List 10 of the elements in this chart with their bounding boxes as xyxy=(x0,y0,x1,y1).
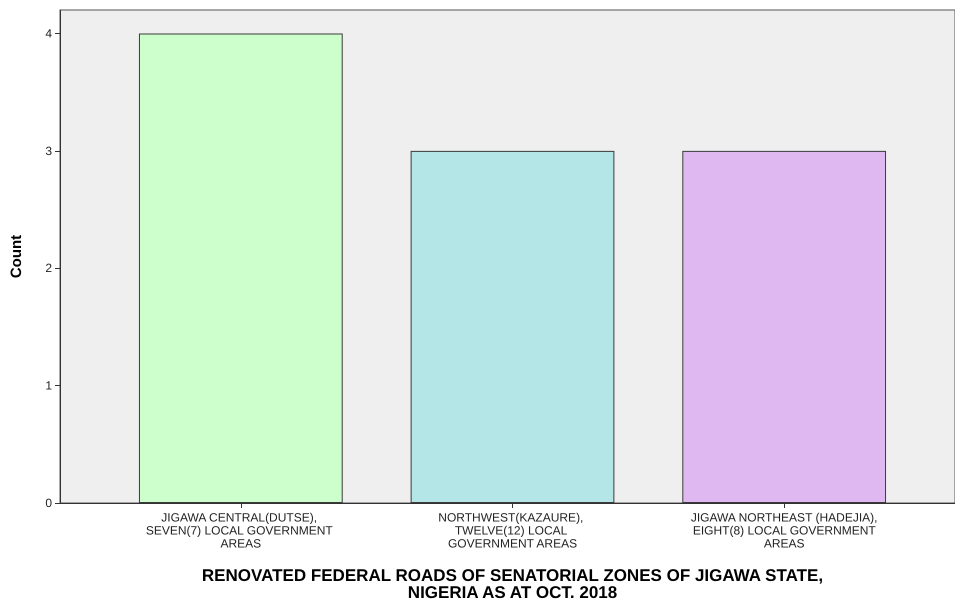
y-tick-label: 2 xyxy=(45,261,52,276)
x-tick-label: NORTHWEST(KAZAURE), TWELVE(12) LOCAL GOVERNMENT AREAS xyxy=(438,510,587,550)
x-tick-label: JIGAWA NORTHEAST (HADEJIA), EIGHT(8) LOCAL GOVERNMENT AREAS xyxy=(689,510,879,550)
x-tick-label: JIGAWA CENTRAL(DUTSE), SEVEN(7) LOCAL GOVERNMENT AREAS xyxy=(146,510,336,550)
y-axis-title: Count xyxy=(8,234,25,278)
y-tick-label: 1 xyxy=(45,378,52,393)
x-axis-title: RENOVATED FEDERAL ROADS OF SENATORIAL ZONES OF JIGAWA STATE, NIGERIA AS AT OCT. 2018 xyxy=(202,566,824,602)
y-tick-label: 0 xyxy=(45,496,52,510)
y-tick-label: 3 xyxy=(45,144,52,158)
y-tick-label: 4 xyxy=(45,26,52,40)
